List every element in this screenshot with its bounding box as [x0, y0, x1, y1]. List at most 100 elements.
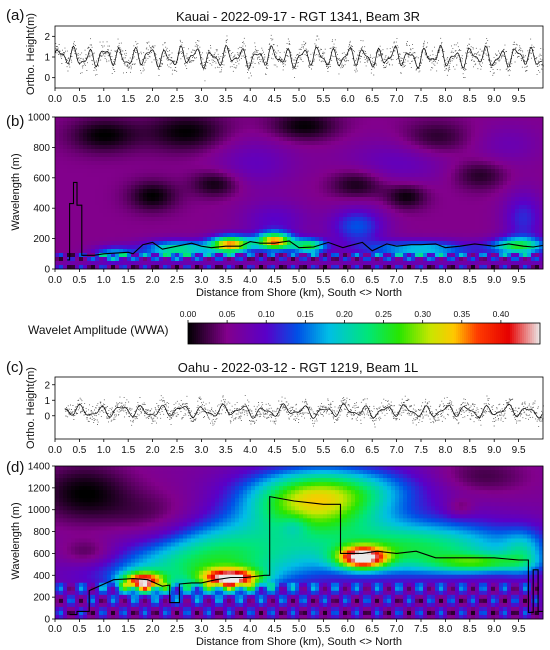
heatmap-cell — [319, 265, 324, 270]
heatmap-cell — [255, 197, 260, 202]
colorbar-step — [398, 323, 401, 344]
heatmap-cell — [511, 261, 516, 266]
heatmap-cell — [95, 141, 100, 146]
heatmap-cell — [331, 209, 336, 214]
heatmap-cell — [195, 233, 200, 238]
heatmap-cell — [483, 133, 488, 138]
heatmap-cell — [99, 221, 104, 226]
colorbar-step — [522, 323, 525, 344]
heatmap-cell — [391, 213, 396, 218]
colorbar-step — [458, 323, 461, 344]
heatmap-cell — [351, 161, 356, 166]
heatmap-cell — [539, 173, 544, 178]
heatmap-cell — [107, 153, 112, 158]
heatmap-cell — [447, 129, 452, 134]
heatmap-cell — [335, 133, 340, 138]
heatmap-cell — [267, 233, 272, 238]
heatmap-cell — [195, 129, 200, 134]
heatmap-cell — [239, 161, 244, 166]
heatmap-cell — [287, 241, 292, 246]
heatmap-cell — [203, 169, 208, 174]
colorbar-step — [316, 323, 319, 344]
heatmap-cell — [347, 181, 352, 186]
heatmap-cell — [123, 201, 128, 206]
heatmap-cell — [511, 233, 516, 238]
heatmap-cell — [375, 145, 380, 150]
heatmap-cell — [347, 205, 352, 210]
heatmap-cell — [211, 193, 216, 198]
heatmap-cell — [203, 205, 208, 210]
colorbar-step — [504, 323, 507, 344]
heatmap-cell — [83, 125, 88, 130]
heatmap-cell — [155, 121, 160, 126]
heatmap-cell — [303, 141, 308, 146]
heatmap-cell — [235, 149, 240, 154]
heatmap-cell — [267, 121, 272, 126]
colorbar-step — [462, 323, 465, 344]
heatmap-cell — [467, 177, 472, 182]
heatmap-cell — [407, 157, 412, 162]
heatmap-cell — [55, 161, 60, 166]
heatmap-cell — [187, 177, 192, 182]
heatmap-cell — [387, 225, 392, 230]
heatmap-cell — [123, 169, 128, 174]
heatmap-cell — [271, 265, 276, 270]
heatmap-cell — [331, 229, 336, 234]
heatmap-cell — [99, 229, 104, 234]
heatmap-cell — [519, 193, 524, 198]
heatmap-cell — [143, 197, 148, 202]
heatmap-cell — [63, 201, 68, 206]
heatmap-cell — [75, 217, 80, 222]
heatmap-cell — [479, 249, 484, 254]
heatmap-cell — [251, 157, 256, 162]
heatmap-cell — [219, 149, 224, 154]
heatmap-cell — [347, 213, 352, 218]
heatmap-cell — [79, 117, 84, 122]
heatmap-cell — [495, 205, 500, 210]
heatmap-cell — [303, 217, 308, 222]
heatmap-cell — [203, 117, 208, 122]
colorbar-step — [498, 323, 501, 344]
heatmap-cell — [167, 229, 172, 234]
heatmap-cell — [207, 241, 212, 246]
heatmap-cell — [447, 237, 452, 242]
heatmap-cell — [135, 245, 140, 250]
colorbar-step — [532, 323, 535, 344]
heatmap-cell — [111, 177, 116, 182]
heatmap-cell — [155, 237, 160, 242]
heatmap-cell — [211, 161, 216, 166]
heatmap-cell — [55, 185, 60, 190]
heatmap-cell — [335, 205, 340, 210]
heatmap-cell — [507, 241, 512, 246]
heatmap-cell — [167, 241, 172, 246]
heatmap-cell — [67, 193, 72, 198]
heatmap-cell — [211, 237, 216, 242]
heatmap-cell — [351, 265, 356, 270]
heatmap-cell — [403, 161, 408, 166]
heatmap-cell — [339, 125, 344, 130]
heatmap-cell — [283, 157, 288, 162]
heatmap-cell — [351, 249, 356, 254]
colorbar-step — [508, 323, 511, 344]
heatmap-cell — [183, 161, 188, 166]
heatmap-cell — [535, 181, 540, 186]
heatmap-cell — [95, 217, 100, 222]
heatmap-cell — [363, 137, 368, 142]
heatmap-cell — [319, 117, 324, 122]
heatmap-cell — [271, 169, 276, 174]
heatmap-cell — [263, 125, 268, 130]
heatmap-cell — [379, 261, 384, 266]
x-tick-label: 0.0 — [48, 445, 62, 456]
heatmap-cell — [283, 261, 288, 266]
colorbar-tick-label: 0.05 — [219, 309, 236, 319]
heatmap-cell — [419, 181, 424, 186]
heatmap-cell — [271, 221, 276, 226]
heatmap-cell — [487, 153, 492, 158]
heatmap-cell — [479, 205, 484, 210]
heatmap-cell — [371, 233, 376, 238]
heatmap-cell — [75, 261, 80, 266]
heatmap-cell — [179, 249, 184, 254]
heatmap-cell — [311, 265, 316, 270]
heatmap-cell — [427, 217, 432, 222]
heatmap-cell — [251, 161, 256, 166]
